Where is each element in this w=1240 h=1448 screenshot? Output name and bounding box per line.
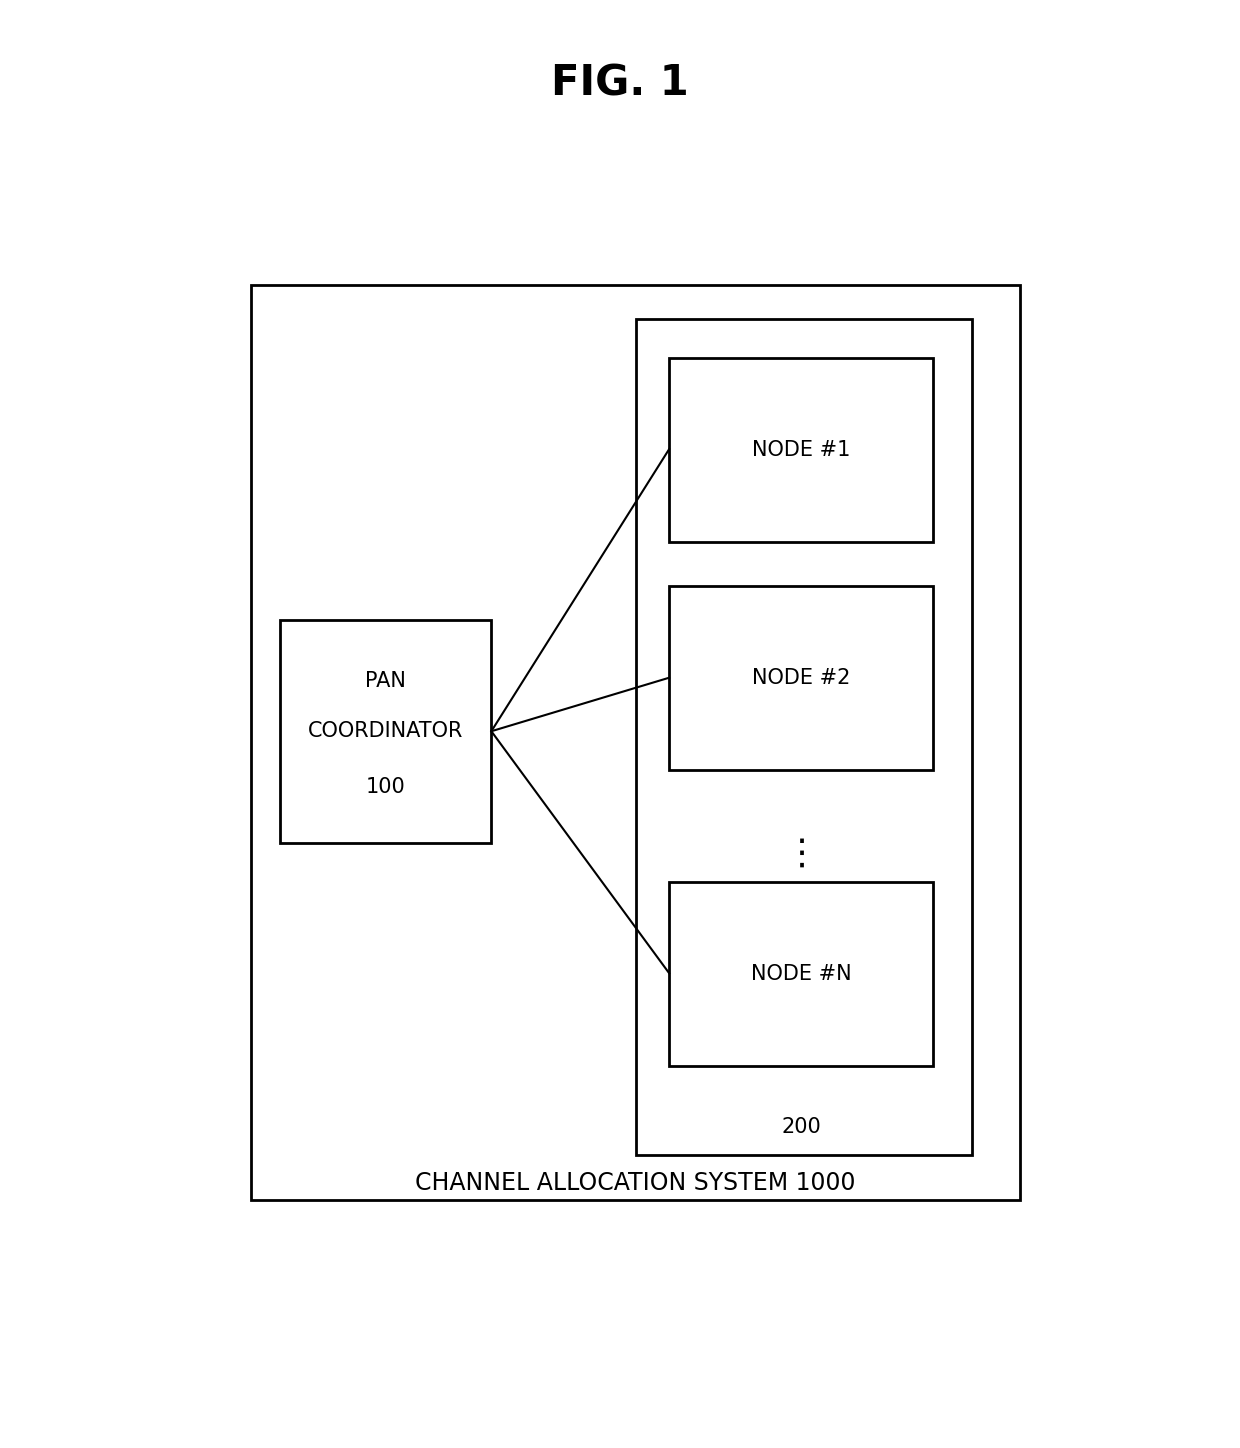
Bar <box>250 285 1021 1199</box>
Bar <box>670 358 934 542</box>
Text: ⋮: ⋮ <box>784 837 820 870</box>
Text: NODE #2: NODE #2 <box>753 669 851 688</box>
Text: PAN: PAN <box>366 670 405 691</box>
Bar <box>280 620 491 843</box>
Text: FIG. 1: FIG. 1 <box>551 62 689 106</box>
Text: NODE #1: NODE #1 <box>753 440 851 459</box>
Text: 200: 200 <box>782 1116 822 1137</box>
Bar <box>670 586 934 770</box>
Text: 100: 100 <box>366 778 405 796</box>
Text: NODE #N: NODE #N <box>751 964 852 983</box>
Bar <box>635 319 972 1156</box>
Bar <box>670 882 934 1066</box>
Text: COORDINATOR: COORDINATOR <box>308 721 464 741</box>
Text: CHANNEL ALLOCATION SYSTEM 1000: CHANNEL ALLOCATION SYSTEM 1000 <box>415 1171 856 1195</box>
